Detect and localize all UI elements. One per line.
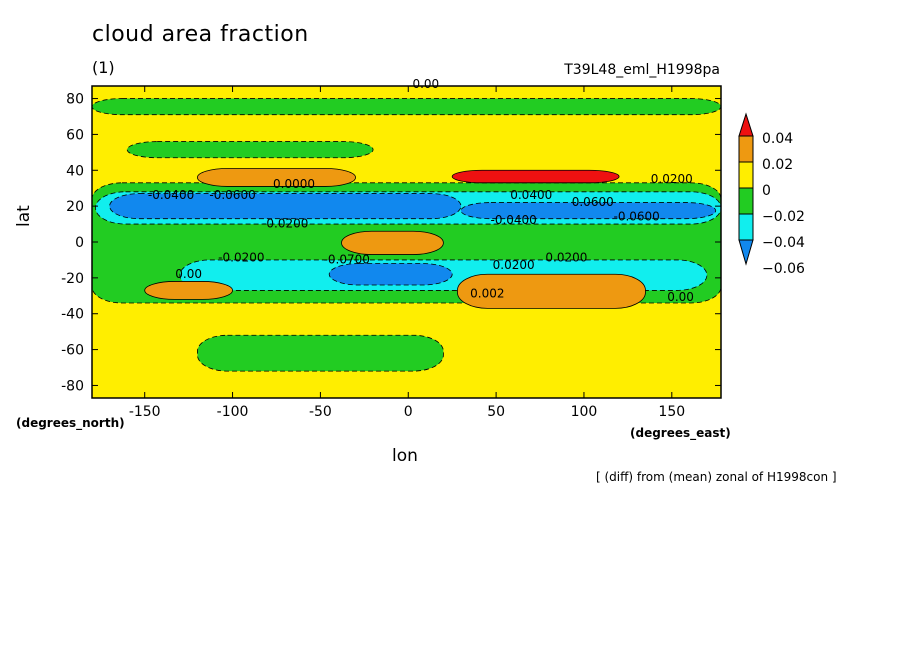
y-tick-label-1: 60 bbox=[66, 127, 84, 143]
contour-label-10: 0.0200 bbox=[651, 172, 693, 186]
plot-area bbox=[92, 86, 721, 398]
contour-label-6: -0.0700 bbox=[324, 253, 370, 267]
field-region-8 bbox=[451, 169, 620, 184]
field-region-12 bbox=[144, 281, 233, 300]
field-region-14 bbox=[126, 141, 374, 159]
x-axis-unit: (degrees_east) bbox=[630, 426, 731, 440]
field-region-3 bbox=[460, 202, 717, 220]
x-tick-label-1: -100 bbox=[217, 404, 249, 420]
y-tick-label-8: -80 bbox=[61, 378, 84, 394]
contour-label-12: -0.0600 bbox=[614, 209, 660, 223]
y-axis-unit: (degrees_north) bbox=[16, 416, 125, 430]
contour-labels: 0.00 -0.0400 -0.0600 0.0000 -0.0200 -0.0200 -0… bbox=[148, 77, 694, 304]
chart-title: cloud area fraction bbox=[92, 22, 309, 47]
y-tick-label-4: 0 bbox=[75, 235, 84, 251]
contour-label-13: 0.0200 bbox=[493, 258, 535, 272]
contour-label-7: 0.00 bbox=[175, 267, 202, 281]
field-region-5 bbox=[328, 263, 453, 286]
x-tick-label-3: 0 bbox=[404, 404, 413, 420]
y-tick-label-7: -60 bbox=[61, 343, 84, 359]
contour-label-15: 0.002 bbox=[470, 287, 504, 301]
colorbar: 0.04 0.02 0 −0.02 −0.04 −0.06 bbox=[738, 112, 805, 277]
contour-label-4: -0.0200 bbox=[262, 217, 308, 231]
run-label: T39L48_eml_H1998pa bbox=[564, 62, 720, 78]
contour-label-9: -0.0400 bbox=[491, 213, 537, 227]
y-tick-label-2: 40 bbox=[66, 163, 84, 179]
colorbar-bin-2 bbox=[738, 161, 754, 189]
contour-label-2: -0.0600 bbox=[209, 188, 255, 202]
contour-label-8: 0.0400 bbox=[510, 188, 552, 202]
axes: -150 -100 -50 0 50 100 150 80 60 40 20 0 -20 -40 -60 -8… bbox=[61, 86, 721, 420]
colorbar-arrow-bottom bbox=[738, 239, 754, 266]
contour-label-1: -0.0400 bbox=[148, 188, 194, 202]
colorbar-label-1: 0.02 bbox=[762, 157, 793, 173]
field-region-15 bbox=[92, 98, 721, 116]
field-region-7 bbox=[341, 230, 444, 255]
x-tick-label-4: 50 bbox=[487, 404, 505, 420]
colorbar-bin-4 bbox=[738, 213, 754, 241]
field-region-13 bbox=[197, 334, 444, 372]
field-region-9 bbox=[197, 168, 356, 187]
contour-label-5: -0.0200 bbox=[218, 251, 264, 265]
field-region-11 bbox=[457, 273, 646, 309]
colorbar-label-3: −0.02 bbox=[762, 209, 805, 225]
y-tick-label-3: 20 bbox=[66, 199, 84, 215]
contour-label-14: 0.0200 bbox=[545, 251, 587, 265]
y-tick-label-0: 80 bbox=[66, 92, 84, 108]
footnote: [ (diff) from (mean) zonal of H1998con ] bbox=[596, 470, 837, 484]
y-tick-label-6: -40 bbox=[61, 307, 84, 323]
colorbar-label-4: −0.04 bbox=[762, 235, 805, 251]
x-tick-label-0: -150 bbox=[129, 404, 161, 420]
y-tick-label-5: -20 bbox=[61, 271, 84, 287]
contour-label-16: 0.00 bbox=[667, 290, 694, 304]
colorbar-label-5: −0.06 bbox=[762, 261, 805, 277]
field-region-2 bbox=[109, 193, 462, 220]
colorbar-label-0: 0.04 bbox=[762, 131, 793, 147]
x-axis-label: lon bbox=[392, 446, 418, 466]
colorbar-bin-3 bbox=[738, 187, 754, 215]
contour-label-0: 0.00 bbox=[412, 77, 439, 91]
chart-subtitle: (1) bbox=[92, 58, 115, 77]
x-tick-label-6: 150 bbox=[658, 404, 685, 420]
contour-label-3: 0.0000 bbox=[273, 177, 315, 191]
colorbar-bin-1 bbox=[738, 135, 754, 163]
colorbar-label-2: 0 bbox=[762, 183, 771, 199]
colorbar-arrow-top bbox=[738, 112, 754, 137]
x-tick-label-2: -50 bbox=[309, 404, 332, 420]
contour-label-11: 0.0600 bbox=[572, 195, 614, 209]
x-tick-label-5: 100 bbox=[571, 404, 598, 420]
